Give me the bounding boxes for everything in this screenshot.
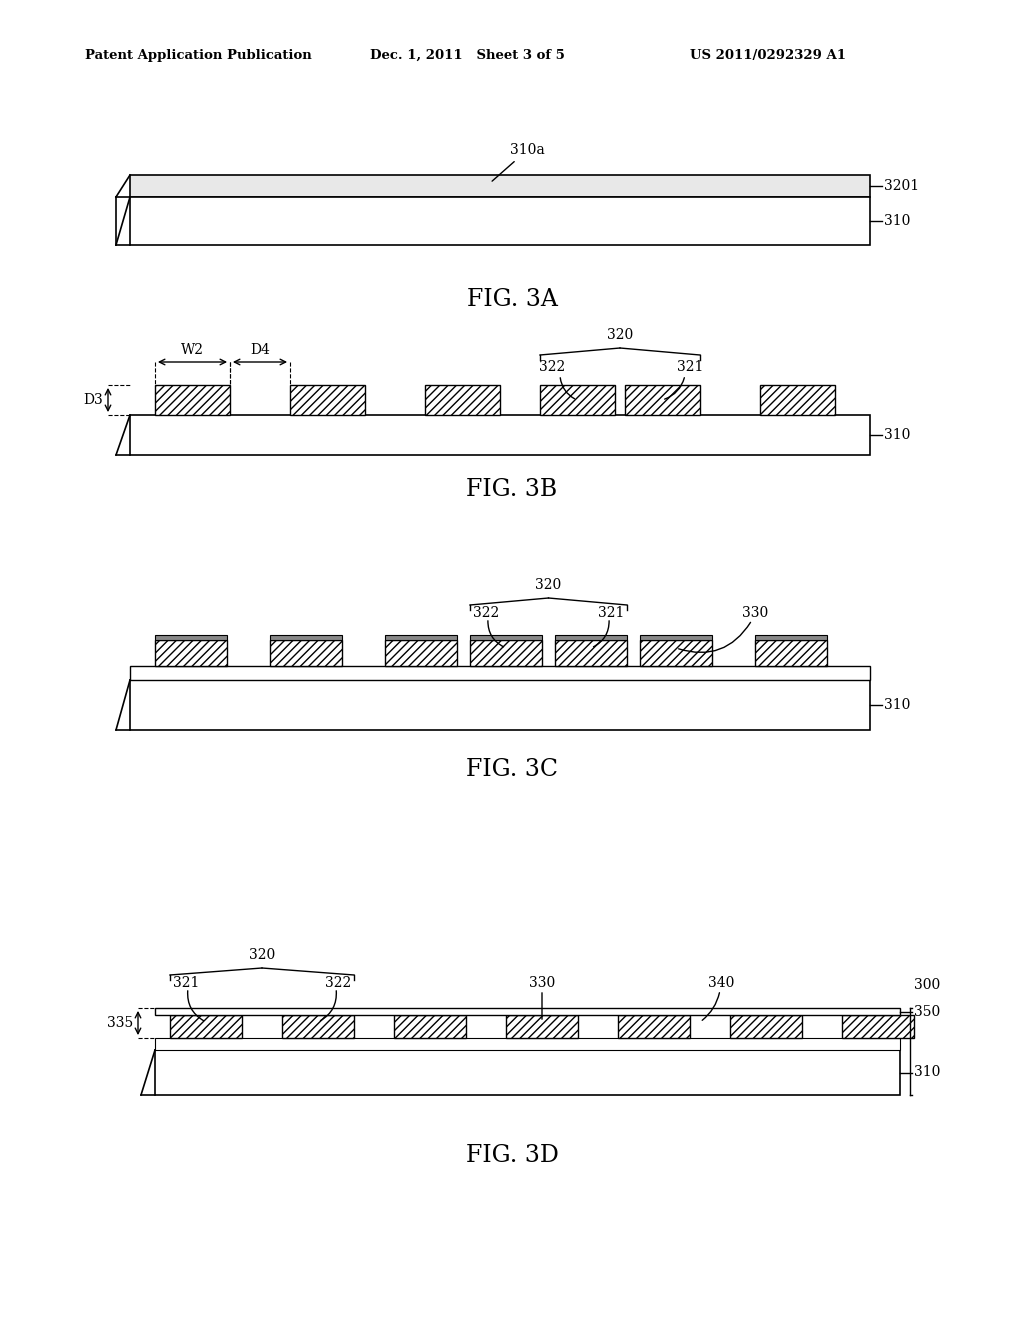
Bar — [555, 635, 627, 640]
Text: 321: 321 — [677, 360, 703, 374]
Bar — [155, 1008, 900, 1015]
Bar — [130, 667, 870, 680]
Bar — [640, 640, 712, 667]
Polygon shape — [130, 176, 870, 197]
Text: 300: 300 — [914, 978, 940, 993]
Text: 3201: 3201 — [884, 180, 920, 193]
Text: FIG. 3D: FIG. 3D — [466, 1143, 558, 1167]
Text: 335: 335 — [106, 1016, 133, 1030]
Bar — [618, 1015, 690, 1038]
Bar — [155, 635, 227, 640]
Bar — [385, 640, 457, 667]
Bar — [555, 640, 627, 667]
Bar — [155, 1049, 900, 1096]
Text: 322: 322 — [473, 606, 499, 620]
Bar — [155, 640, 227, 667]
Text: US 2011/0292329 A1: US 2011/0292329 A1 — [690, 49, 846, 62]
Text: 310a: 310a — [493, 143, 545, 181]
Text: 310: 310 — [884, 698, 910, 711]
Bar — [470, 635, 542, 640]
Text: FIG. 3A: FIG. 3A — [467, 289, 557, 312]
Text: Patent Application Publication: Patent Application Publication — [85, 49, 311, 62]
Bar — [282, 1015, 354, 1038]
Text: 320: 320 — [249, 948, 275, 962]
Bar — [760, 385, 835, 414]
Text: FIG. 3C: FIG. 3C — [466, 759, 558, 781]
Text: 310: 310 — [914, 1065, 940, 1080]
Bar — [130, 680, 870, 730]
Bar — [506, 1015, 578, 1038]
Polygon shape — [130, 197, 870, 246]
Text: D3: D3 — [83, 393, 103, 407]
Bar — [155, 385, 230, 414]
Bar — [130, 414, 870, 455]
Text: Dec. 1, 2011   Sheet 3 of 5: Dec. 1, 2011 Sheet 3 of 5 — [370, 49, 565, 62]
Bar — [842, 1015, 914, 1038]
Bar — [425, 385, 500, 414]
Text: 330: 330 — [742, 606, 768, 620]
Text: 340: 340 — [708, 975, 734, 990]
Bar — [470, 640, 542, 667]
Text: 330: 330 — [528, 975, 555, 990]
Text: 322: 322 — [539, 360, 565, 374]
Bar — [755, 635, 827, 640]
Text: 310: 310 — [884, 428, 910, 442]
Bar — [640, 635, 712, 640]
Text: 350: 350 — [914, 1005, 940, 1019]
Text: 320: 320 — [536, 578, 561, 591]
Bar — [394, 1015, 466, 1038]
Text: FIG. 3B: FIG. 3B — [466, 479, 558, 502]
Bar — [270, 640, 342, 667]
Text: 321: 321 — [173, 975, 200, 990]
Bar — [625, 385, 700, 414]
Bar — [540, 385, 615, 414]
Text: 321: 321 — [598, 606, 625, 620]
Text: 310: 310 — [884, 214, 910, 228]
Bar — [155, 1038, 900, 1049]
Bar — [170, 1015, 242, 1038]
Bar — [385, 635, 457, 640]
Bar — [730, 1015, 802, 1038]
Text: 320: 320 — [607, 327, 633, 342]
Text: W2: W2 — [181, 343, 204, 356]
Bar — [290, 385, 365, 414]
Text: 322: 322 — [325, 975, 351, 990]
Bar — [755, 640, 827, 667]
Bar — [270, 635, 342, 640]
Text: D4: D4 — [250, 343, 270, 356]
